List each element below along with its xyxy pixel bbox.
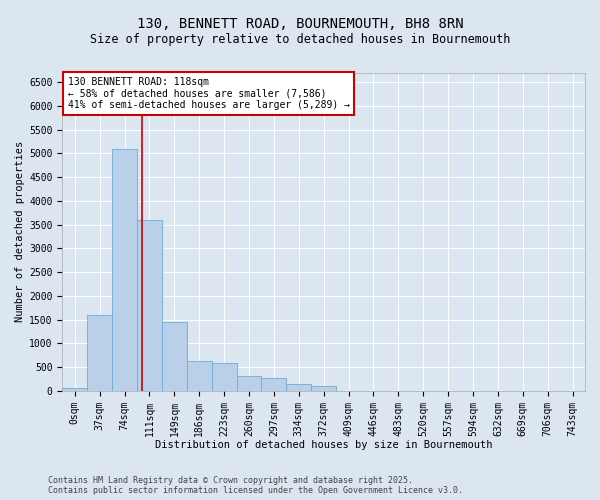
Text: Size of property relative to detached houses in Bournemouth: Size of property relative to detached ho…	[90, 32, 510, 46]
Y-axis label: Number of detached properties: Number of detached properties	[15, 141, 25, 322]
Bar	[212, 363, 236, 391]
Text: 130, BENNETT ROAD, BOURNEMOUTH, BH8 8RN: 130, BENNETT ROAD, BOURNEMOUTH, BH8 8RN	[137, 18, 463, 32]
Bar	[137, 220, 162, 391]
Text: 130 BENNETT ROAD: 118sqm
← 58% of detached houses are smaller (7,586)
41% of sem: 130 BENNETT ROAD: 118sqm ← 58% of detach…	[68, 78, 350, 110]
Bar	[187, 362, 212, 391]
Bar	[162, 322, 187, 391]
Bar	[311, 386, 336, 391]
Text: Contains HM Land Registry data © Crown copyright and database right 2025.
Contai: Contains HM Land Registry data © Crown c…	[48, 476, 463, 495]
Bar	[87, 315, 112, 391]
Bar	[62, 388, 87, 391]
Bar	[262, 378, 286, 391]
Bar	[112, 148, 137, 391]
X-axis label: Distribution of detached houses by size in Bournemouth: Distribution of detached houses by size …	[155, 440, 493, 450]
Bar	[236, 376, 262, 391]
Bar	[286, 384, 311, 391]
